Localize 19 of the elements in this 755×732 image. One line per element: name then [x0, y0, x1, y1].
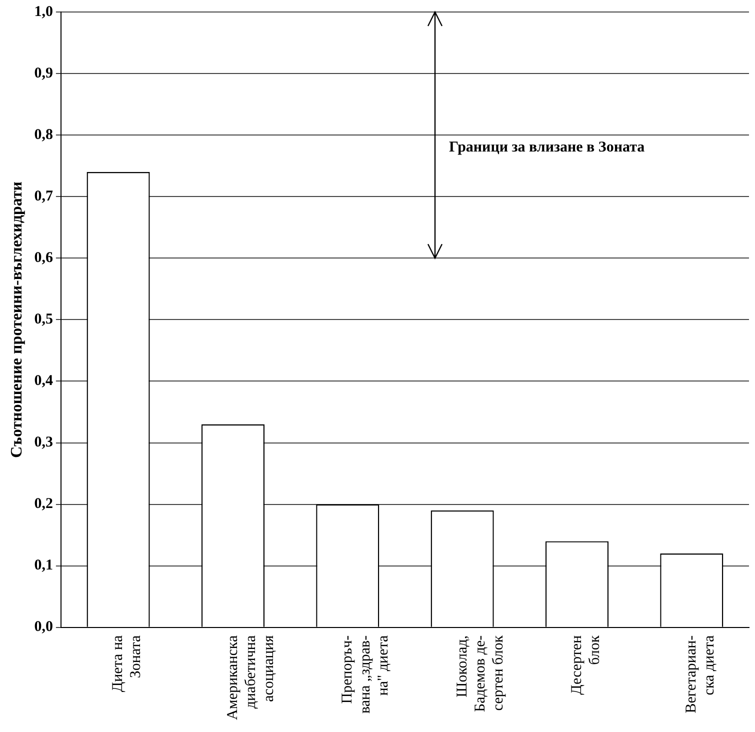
- y-tick-label: 1,0: [34, 4, 53, 20]
- x-tick-label: Шоколад, Бадемов де- сертен блок: [454, 634, 506, 712]
- y-tick-label: 0,5: [34, 312, 53, 328]
- y-tick-label: 0,2: [34, 496, 53, 512]
- y-tick-label: 0,1: [34, 558, 53, 574]
- x-tick-label: Десертен блок: [568, 634, 603, 695]
- x-tick-label: Препоръч- вана „здрав- на" диета: [340, 635, 392, 714]
- y-tick-label: 0,7: [34, 188, 54, 204]
- y-axis-title: Съотношение протеини-въглехидрати: [8, 181, 26, 458]
- y-tick-label: 0,8: [34, 126, 53, 143]
- y-tick-label: 0,0: [34, 619, 53, 636]
- x-tick-label: Диета на Зоната: [110, 635, 144, 692]
- y-tick-label: 0,9: [34, 65, 53, 82]
- annotation: Граници за влизане в Зоната: [448, 139, 646, 156]
- x-tick-label: Вегетариан- ска диета: [684, 635, 718, 714]
- y-tick-label: 0,6: [34, 250, 54, 266]
- y-tick-label: 0,3: [34, 434, 53, 451]
- x-tick-label: Американска диабетична асоциация: [224, 635, 277, 720]
- y-tick-label: 0,4: [34, 373, 54, 390]
